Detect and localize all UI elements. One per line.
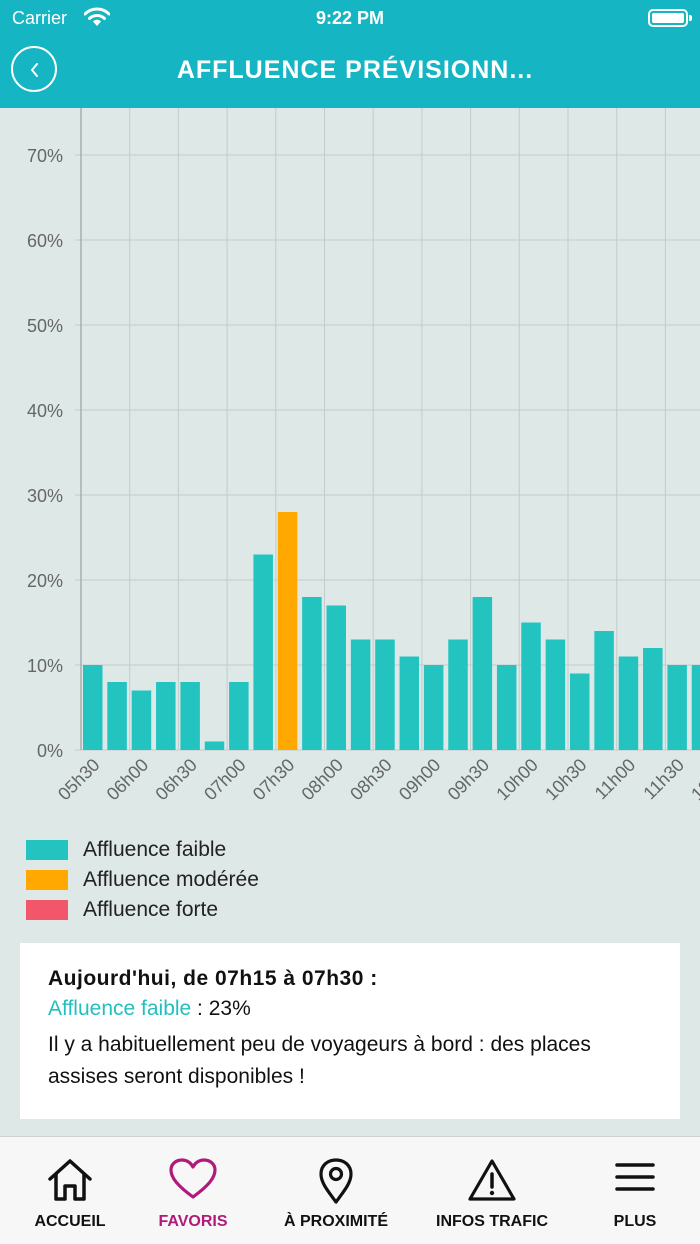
legend-label-moderee: Affluence modérée (83, 868, 259, 891)
legend-swatch-forte (26, 900, 68, 920)
page-title: AFFLUENCE PRÉVISIONN... (176, 56, 534, 84)
tab-plus[interactable]: PLUS (565, 1137, 700, 1244)
x-tick-label: 10h30 (541, 755, 591, 805)
x-tick-label: 09h30 (444, 755, 494, 805)
tab-a-proximite-label: À PROXIMITÉ (283, 1213, 388, 1230)
wifi-icon (83, 7, 111, 32)
y-tick-label: 0% (37, 741, 63, 761)
x-tick-label: 07h30 (249, 755, 299, 805)
y-tick-label: 20% (27, 571, 63, 591)
bar-07h00[interactable] (229, 682, 249, 750)
warning-icon (468, 1159, 516, 1201)
bar-09h30[interactable] (472, 597, 493, 750)
chevron-left-icon (31, 63, 38, 77)
x-tick-label: 05h30 (54, 755, 104, 805)
clock: 9:22 PM (315, 8, 385, 28)
y-tick-label: 70% (27, 146, 63, 166)
bar-10h45[interactable] (594, 631, 614, 750)
legend-swatch-faible (26, 840, 68, 860)
bar-08h00[interactable] (326, 605, 347, 751)
y-tick-label: 10% (27, 656, 63, 676)
x-tick-label: 08h00 (298, 755, 348, 805)
menu-icon (615, 1163, 655, 1191)
x-tick-label: 09h00 (395, 755, 445, 805)
bar-07h45[interactable] (302, 597, 322, 750)
tab-infos-trafic[interactable]: INFOS TRAFIC (422, 1137, 562, 1244)
selected-slot-title: Aujourd'hui, de 07h15 à 07h30 : (48, 967, 378, 990)
heart-icon (169, 1158, 217, 1199)
bar-10h15[interactable] (545, 639, 566, 751)
tab-infos-trafic-label: INFOS TRAFIC (436, 1213, 548, 1230)
tab-favoris[interactable]: FAVORIS (123, 1137, 263, 1244)
bar-06h45[interactable] (204, 741, 225, 751)
tab-accueil[interactable]: ACCUEIL (0, 1137, 140, 1244)
bar-06h30[interactable] (180, 682, 200, 750)
bar-10h00[interactable] (521, 622, 541, 751)
affluence-value: : 23% (191, 997, 251, 1020)
bar-05h45[interactable] (107, 682, 127, 750)
tab-a-proximite[interactable]: À PROXIMITÉ (266, 1137, 406, 1244)
bar-08h30[interactable] (375, 639, 395, 751)
bar-08h45[interactable] (399, 656, 420, 751)
bar-09h00[interactable] (423, 665, 444, 750)
battery-icon (648, 9, 692, 27)
back-button[interactable] (11, 46, 57, 92)
affluence-bar-chart: 0%10%20%30%40%50%60%70%05h30 06h00 06h30 07… (27, 108, 700, 805)
legend-label-forte: Affluence forte (83, 898, 219, 921)
tab-plus-label: PLUS (613, 1213, 657, 1230)
bar-10h30[interactable] (570, 673, 590, 751)
location-pin-icon (319, 1158, 353, 1204)
selected-slot-card: Aujourd'hui, de 07h15 à 07h30 : Affluenc… (20, 943, 680, 1119)
legend-swatch-moderee (26, 870, 68, 890)
carrier-label: Carrier (12, 8, 68, 28)
bar-11h30[interactable] (667, 665, 687, 750)
home-icon (48, 1159, 92, 1201)
bar-11h45[interactable] (691, 665, 700, 750)
bar-09h45[interactable] (496, 665, 517, 750)
bar-08h15[interactable] (350, 639, 371, 751)
x-tick-label: 11h00 (591, 755, 640, 804)
bar-07h30[interactable] (277, 512, 298, 750)
x-tick-label: 07h00 (200, 755, 250, 805)
y-tick-label: 60% (27, 231, 63, 251)
x-tick-label: 10h00 (492, 755, 542, 805)
legend-label-faible: Affluence faible (83, 838, 227, 861)
bar-11h15[interactable] (643, 648, 663, 750)
tab-bar: ACCUEIL FAVORIS À PROXIMITÉ INFOS TRAFIC… (0, 1136, 700, 1244)
tab-accueil-label: ACCUEIL (34, 1213, 106, 1230)
x-tick-label: 06h00 (103, 755, 153, 805)
y-tick-label: 30% (27, 486, 63, 506)
navigation-bar: AFFLUENCE PRÉVISIONN... (0, 36, 700, 108)
bar-06h15[interactable] (156, 682, 176, 750)
bar-06h00[interactable] (131, 690, 152, 751)
tab-favoris-label: FAVORIS (158, 1213, 228, 1230)
selected-slot-status: Affluence faible : 23% (48, 997, 652, 1021)
x-tick-label: 12h00 (687, 755, 700, 805)
y-tick-label: 40% (27, 401, 63, 421)
x-tick-label: 08h30 (346, 755, 396, 805)
selected-slot-description: Il y a habituellement peu de voyageurs à… (48, 1033, 591, 1088)
bar-11h00[interactable] (618, 656, 639, 751)
status-bar: Carrier 9:22 PM (0, 0, 700, 36)
bar-07h15[interactable] (253, 554, 273, 751)
bar-09h15[interactable] (448, 639, 468, 751)
x-tick-label: 06h30 (151, 755, 201, 805)
affluence-level: Affluence faible (48, 997, 192, 1020)
y-tick-label: 50% (27, 316, 63, 336)
x-tick-label: 11h30 (639, 755, 688, 804)
bar-05h30[interactable] (83, 665, 103, 750)
